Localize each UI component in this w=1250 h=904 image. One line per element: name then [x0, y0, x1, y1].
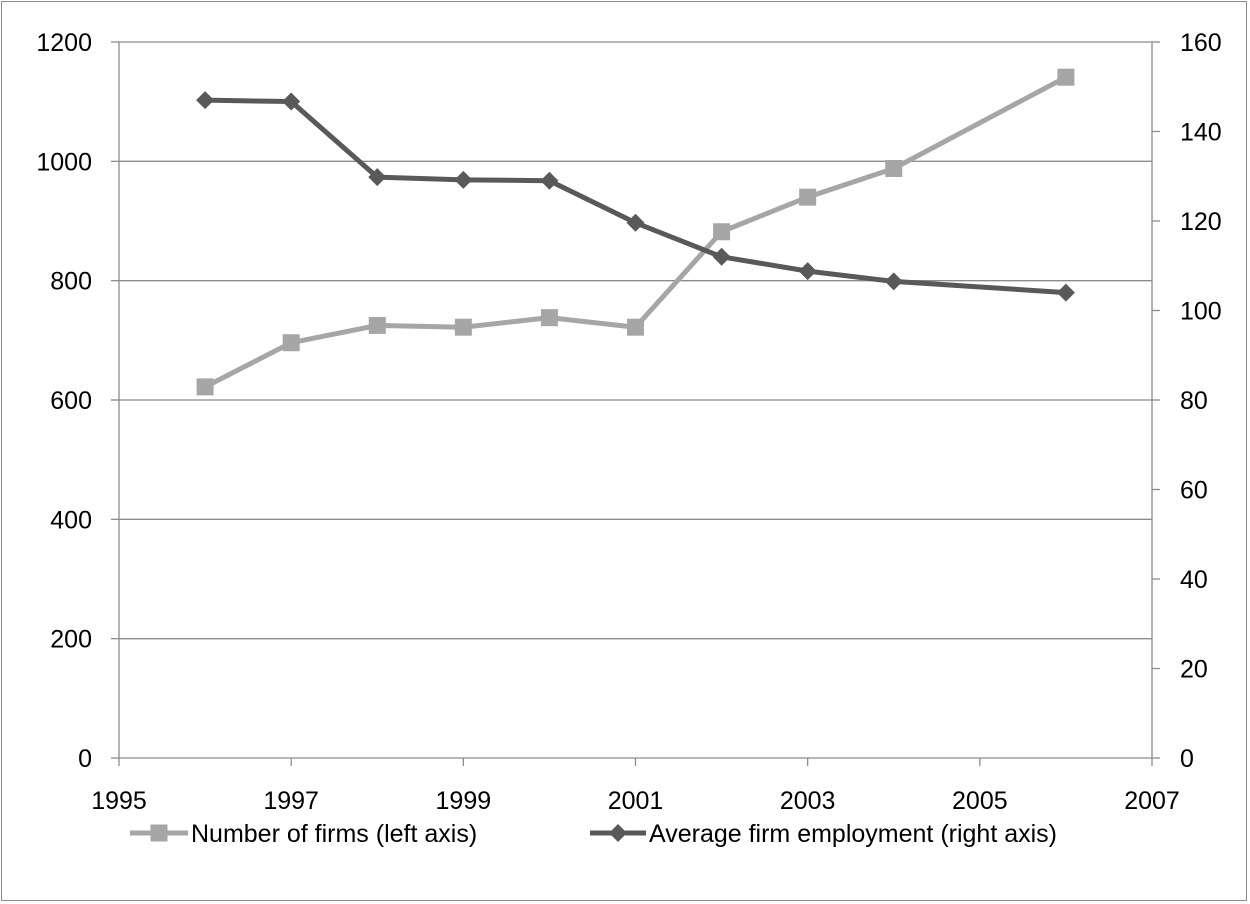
firms-data-point [713, 223, 731, 241]
firms-data-point [196, 378, 214, 396]
firms-data-point [627, 318, 644, 336]
employment-data-point [798, 262, 817, 281]
firms-data-point [454, 318, 472, 336]
legend-label: Number of firms (left axis) [191, 820, 477, 848]
employment-data-point [540, 171, 559, 190]
y2-tick-label: 0 [1180, 745, 1194, 773]
employment-data-point [712, 247, 731, 266]
legend-marker [150, 824, 168, 842]
y2-tick-label: 20 [1180, 656, 1208, 684]
y-tick-label: 1000 [36, 148, 92, 176]
y-tick-label: 400 [50, 506, 92, 534]
y-tick-label: 800 [50, 268, 92, 296]
employment-data-point [454, 170, 473, 189]
y-tick-label: 1200 [36, 29, 92, 57]
employment-data-point [1056, 283, 1075, 302]
y2-tick-label: 40 [1180, 566, 1208, 594]
y2-tick-label: 160 [1180, 29, 1222, 57]
x-tick-label: 2005 [952, 787, 1008, 815]
x-tick-label: 1995 [91, 787, 147, 815]
firms-data-point [799, 188, 817, 206]
firms-data-point [282, 334, 300, 352]
x-tick-label: 2001 [608, 787, 664, 815]
x-tick-label: 1999 [436, 787, 492, 815]
employment-data-point [368, 168, 387, 187]
x-tick-label: 2007 [1124, 787, 1180, 815]
legend-label: Average firm employment (right axis) [649, 820, 1057, 848]
employment-data-point [626, 213, 645, 232]
y2-tick-label: 120 [1180, 208, 1222, 236]
employment-series-line [205, 97, 1067, 296]
firms-data-point [885, 159, 903, 177]
firms-data-point [540, 309, 558, 327]
firms-series-line [203, 74, 1068, 390]
y-tick-label: 0 [78, 745, 92, 773]
y2-tick-label: 100 [1180, 298, 1222, 326]
legend-marker [609, 824, 627, 842]
employment-data-point [196, 91, 215, 110]
y-tick-label: 200 [50, 626, 92, 654]
employment-data-point [884, 272, 903, 291]
y2-tick-label: 80 [1180, 387, 1208, 415]
y-tick-label: 600 [50, 387, 92, 415]
firms-data-point [368, 316, 386, 334]
employment-data-point [282, 92, 301, 111]
x-tick-label: 2003 [780, 787, 836, 815]
y2-tick-label: 60 [1180, 477, 1208, 505]
firms-data-point [1057, 68, 1075, 86]
y2-tick-label: 140 [1180, 119, 1222, 147]
x-tick-label: 1997 [263, 787, 319, 815]
